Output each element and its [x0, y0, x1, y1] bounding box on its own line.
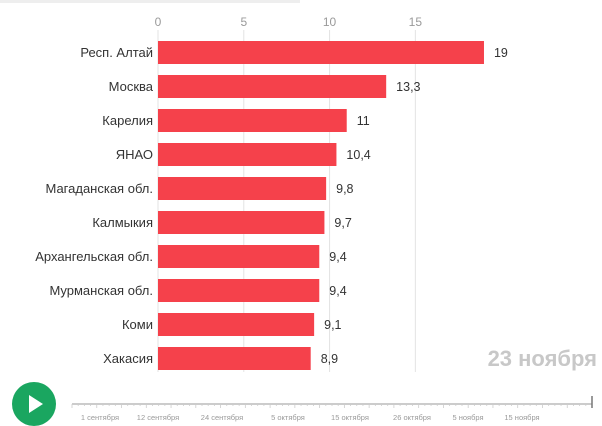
top-strip — [0, 0, 300, 3]
category-label: Москва — [109, 79, 154, 94]
timeline-label: 15 октября — [331, 413, 369, 422]
value-label: 10,4 — [346, 148, 370, 162]
bar — [158, 41, 484, 64]
category-label: Коми — [122, 317, 153, 332]
value-label: 9,7 — [334, 216, 351, 230]
timeline-label: 15 ноября — [504, 413, 539, 422]
value-label: 11 — [357, 114, 370, 128]
category-label: Калмыкия — [92, 215, 153, 230]
value-label: 9,1 — [324, 318, 341, 332]
value-label: 9,8 — [336, 182, 353, 196]
bar — [158, 245, 320, 268]
bar — [158, 347, 311, 370]
timeline[interactable]: 1 сентября 12 сентября 24 сентября 5 октябр… — [71, 396, 593, 422]
bar — [158, 143, 337, 166]
value-label: 9,4 — [329, 284, 346, 298]
bar — [158, 177, 327, 200]
category-label: Мурманская обл. — [49, 283, 153, 298]
bar — [158, 75, 387, 98]
timeline-label: 26 октября — [393, 413, 431, 422]
current-date-label: 23 ноября — [488, 346, 597, 371]
x-tick-label: 0 — [155, 15, 162, 29]
value-label: 9,4 — [329, 250, 346, 264]
category-label: ЯНАО — [116, 147, 153, 162]
category-label: Респ. Алтай — [80, 45, 153, 60]
timeline-label: 12 сентября — [137, 413, 179, 422]
bar-layer: Респ. Алтай 19 Москва 13,3 Карелия 11 ЯНАО 10,4… — [35, 41, 508, 370]
category-label: Архангельская обл. — [35, 249, 153, 264]
value-label: 19 — [494, 46, 508, 60]
bar — [158, 279, 320, 302]
timeline-label: 24 сентября — [201, 413, 243, 422]
bar — [158, 109, 347, 132]
timeline-label: 5 ноября — [452, 413, 483, 422]
value-label: 13,3 — [396, 80, 420, 94]
value-label: 8,9 — [321, 352, 338, 366]
x-tick-label: 5 — [240, 15, 247, 29]
timeline-label: 1 сентября — [81, 413, 119, 422]
play-icon — [29, 395, 43, 413]
play-button[interactable] — [12, 382, 56, 426]
category-label: Хакасия — [103, 351, 153, 366]
bar — [158, 313, 315, 336]
category-label: Карелия — [102, 113, 153, 128]
bar — [158, 211, 325, 234]
category-label: Магаданская обл. — [45, 181, 153, 196]
x-tick-label: 10 — [323, 15, 337, 29]
timeline-label: 5 октября — [271, 413, 305, 422]
x-tick-label: 15 — [409, 15, 423, 29]
